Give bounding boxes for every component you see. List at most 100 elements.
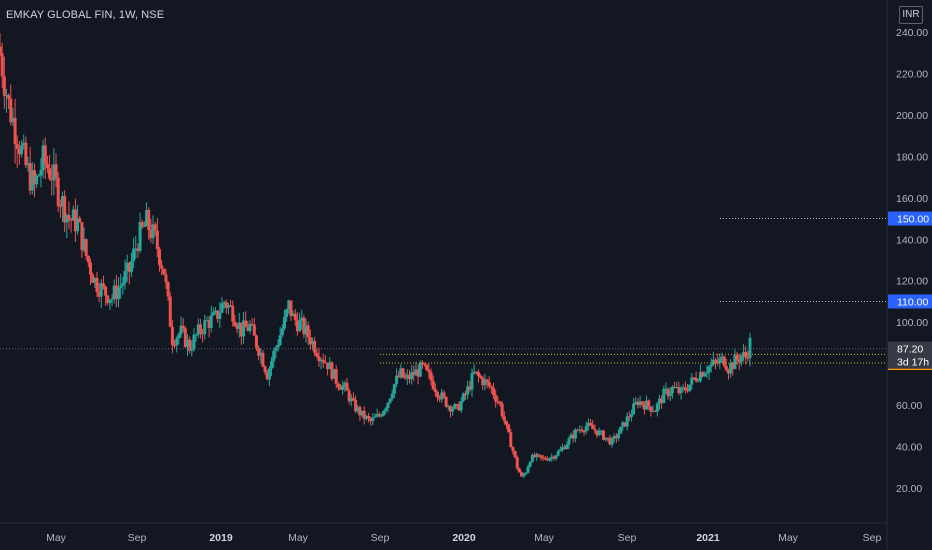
candle-body [720, 356, 724, 359]
candle-body [558, 449, 562, 452]
x-tick-label: Sep [371, 532, 390, 544]
candle-body [705, 372, 709, 374]
symbol-title[interactable]: EMKAY GLOBAL FIN, 1W, NSE [6, 9, 165, 21]
candle-body [235, 325, 239, 329]
candle-body [343, 382, 347, 386]
candle-body [252, 324, 256, 336]
candle-body [321, 359, 325, 363]
candle-body [224, 302, 228, 308]
candle-body [451, 408, 455, 412]
candle-body [134, 248, 138, 250]
candle-body [718, 358, 722, 364]
candle-body [397, 375, 401, 378]
candle-body [183, 328, 187, 347]
candle-body [550, 456, 554, 459]
candle-body [634, 401, 638, 404]
candle-body [539, 455, 543, 458]
candle-body [429, 372, 433, 381]
candle-body [455, 404, 459, 406]
price-tag: 150.00 [888, 211, 932, 226]
candle-body [13, 117, 17, 145]
candle-body [276, 344, 280, 348]
candle-body [147, 210, 151, 230]
candle-body [466, 386, 470, 395]
y-tick-label: 60.00 [896, 400, 922, 412]
candle-body [733, 355, 737, 370]
candle-body [82, 239, 86, 251]
candle-body [209, 315, 213, 328]
candle-body [610, 438, 614, 445]
candle-body [418, 362, 422, 377]
candle-body [601, 430, 605, 440]
candle-body [194, 334, 198, 336]
currency-button[interactable]: INR [899, 6, 923, 24]
candle-body [677, 387, 681, 394]
candle-body [606, 437, 610, 439]
candle-body [729, 363, 733, 374]
candle-body [123, 271, 127, 284]
candle-body [157, 249, 161, 266]
candle-body [7, 95, 11, 99]
candle-body [71, 209, 75, 221]
candle-body [54, 164, 58, 178]
candle-body [532, 454, 536, 458]
candle-body [179, 325, 183, 335]
candle-body [41, 145, 45, 171]
candle-body [476, 372, 480, 377]
candle-body [257, 347, 261, 356]
candle-body [265, 372, 269, 380]
candle-body [735, 355, 739, 360]
candle-body [524, 472, 528, 475]
candle-body [80, 222, 84, 251]
candle-body [535, 454, 539, 458]
candle-body [267, 368, 271, 380]
candle-body [32, 170, 36, 185]
candle-body [731, 363, 735, 370]
candle-body [121, 283, 125, 286]
candle-body [101, 283, 105, 287]
x-tick-label: Sep [863, 532, 882, 544]
candle-body [520, 472, 524, 477]
candle-body [489, 386, 493, 388]
candle-body [138, 222, 142, 251]
candle-body [567, 438, 571, 445]
candle-body [425, 364, 429, 370]
candle-body [537, 454, 541, 456]
candle-body [61, 196, 64, 207]
candle-body [474, 371, 478, 373]
candle-body [226, 305, 230, 308]
candle-body [515, 457, 519, 469]
candle-body [694, 377, 698, 381]
y-tick-label: 120.00 [896, 276, 928, 288]
candle-body [306, 325, 310, 338]
candle-body [522, 474, 526, 477]
candle-body [248, 323, 252, 331]
candle-body [461, 393, 465, 402]
y-tick-label: 100.00 [896, 317, 928, 329]
x-tick-label: 2020 [452, 532, 476, 544]
candle-body [336, 383, 340, 388]
candle-body [627, 416, 631, 418]
y-tick-label: 40.00 [896, 442, 922, 454]
candle-body [354, 399, 358, 412]
time-axis[interactable]: May Sep 2019 May Sep 2020 May Sep 2021 May Sep [46, 532, 881, 544]
candle-body [517, 468, 521, 473]
candle-body [403, 377, 407, 379]
candle-body [481, 377, 485, 386]
price-axis[interactable]: 240.00 220.00 200.00 180.00 160.00 140.00 120.… [896, 27, 928, 495]
candle-body [356, 407, 360, 412]
candle-body [315, 352, 319, 357]
candle-body [545, 459, 549, 461]
candle-body [692, 377, 696, 379]
x-tick-label: May [46, 532, 67, 544]
candle-body [726, 370, 730, 374]
candle-body [701, 372, 705, 377]
candle-body [746, 357, 750, 359]
candle-body [261, 352, 265, 367]
candle-body [358, 407, 362, 416]
candle-body [37, 175, 41, 177]
candle-body [117, 288, 121, 300]
